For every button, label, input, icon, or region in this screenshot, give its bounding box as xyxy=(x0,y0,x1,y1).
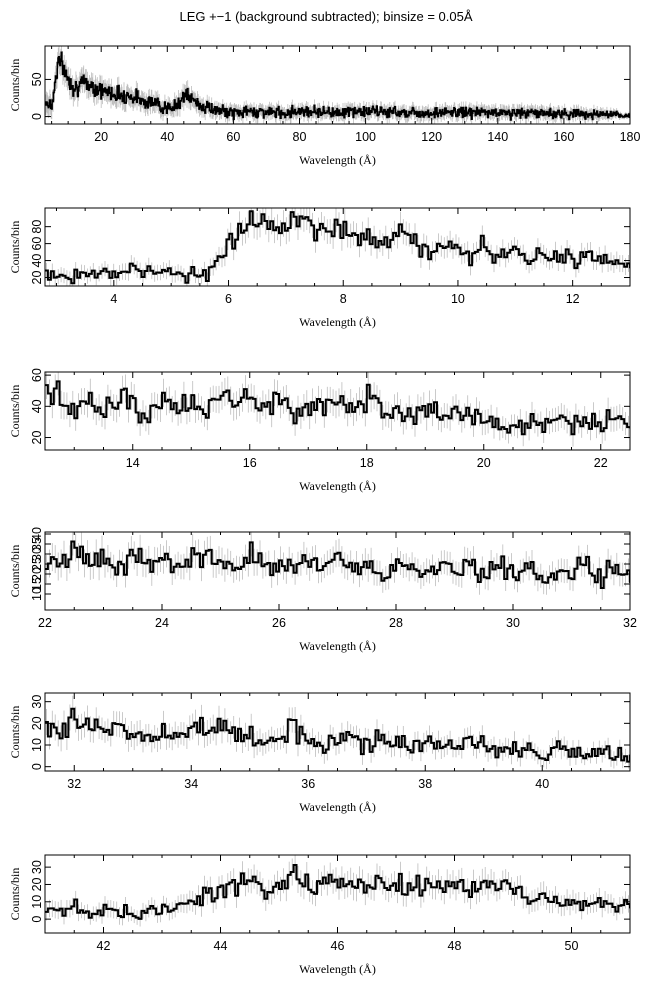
x-tick-label: 10 xyxy=(451,292,465,306)
y-axis-label: Counts/bin xyxy=(8,706,22,759)
x-tick-label: 24 xyxy=(155,616,169,630)
error-bars xyxy=(46,532,629,600)
x-tick-label: 4 xyxy=(110,292,117,306)
x-tick-label: 46 xyxy=(331,939,345,953)
panel-2: 4 6 8 10 12 20 40 60 80 Wavelength (Å) Counts/bin xyxy=(8,207,631,329)
panel-3: 14 16 18 20 22 20 40 60 Wavelength (Å) Counts/bin xyxy=(8,368,631,493)
x-axis-label: Wavelength (Å) xyxy=(299,315,376,329)
y-tick-label: 40 xyxy=(30,527,44,541)
plot-frame xyxy=(44,45,631,125)
x-tick-label: 26 xyxy=(272,616,286,630)
figure-title: LEG +−1 (background subtracted); binsize… xyxy=(179,9,473,24)
y-tick-label: 60 xyxy=(30,237,44,251)
y-axis-label: Counts/bin xyxy=(8,59,22,112)
panel-1: 20 40 60 80 100 120 140 160 180 0 50 Wavelength (Å)… xyxy=(8,45,641,167)
x-tick-label: 18 xyxy=(360,456,374,470)
x-tick-label: 40 xyxy=(535,777,549,791)
y-axis-label: Counts/bin xyxy=(8,868,22,921)
x-axis-label: Wavelength (Å) xyxy=(299,479,376,493)
y-tick-label: 30 xyxy=(30,695,44,709)
plot-frame xyxy=(44,371,631,451)
x-tick-label: 180 xyxy=(620,130,641,144)
x-tick-label: 38 xyxy=(418,777,432,791)
x-tick-label: 28 xyxy=(389,616,403,630)
error-bars xyxy=(46,372,629,447)
y-tick-label: 20 xyxy=(30,431,44,445)
y-tick-label: 0 xyxy=(30,113,44,120)
y-axis-label: Counts/bin xyxy=(8,221,22,274)
x-tick-label: 22 xyxy=(38,616,52,630)
spectrum-step-line xyxy=(45,51,630,121)
x-tick-label: 6 xyxy=(225,292,232,306)
x-tick-label: 14 xyxy=(126,456,140,470)
x-tick-label: 42 xyxy=(97,939,111,953)
x-tick-label: 20 xyxy=(94,130,108,144)
y-tick-label: 0 xyxy=(30,916,44,923)
x-tick-label: 32 xyxy=(67,777,81,791)
x-axis-label: Wavelength (Å) xyxy=(299,153,376,167)
x-tick-label: 16 xyxy=(243,456,257,470)
spectrum-step-line xyxy=(45,540,630,589)
x-tick-label: 20 xyxy=(477,456,491,470)
x-tick-label: 50 xyxy=(565,939,579,953)
y-tick-label: 20 xyxy=(30,567,44,581)
x-tick-label: 8 xyxy=(340,292,347,306)
y-tick-label: 30 xyxy=(30,547,44,561)
x-tick-label: 12 xyxy=(566,292,580,306)
x-tick-label: 80 xyxy=(293,130,307,144)
y-tick-label: 80 xyxy=(30,220,44,234)
y-tick-label: 30 xyxy=(30,860,44,874)
spectrum-step-line xyxy=(45,864,630,920)
y-tick-label: 10 xyxy=(30,895,44,909)
x-tick-label: 30 xyxy=(506,616,520,630)
x-tick-label: 48 xyxy=(448,939,462,953)
y-axis-label: Counts/bin xyxy=(8,385,22,438)
y-tick-label: 10 xyxy=(30,738,44,752)
panel-5: 32 34 36 38 40 0 10 20 30 Wavelength (Å) Counts/bi… xyxy=(8,692,631,814)
x-axis-label: Wavelength (Å) xyxy=(299,962,376,976)
x-axis-label: Wavelength (Å) xyxy=(299,800,376,814)
y-tick-label: 0 xyxy=(30,763,44,770)
x-tick-label: 34 xyxy=(184,777,198,791)
y-tick-label: 25 xyxy=(30,557,44,571)
spectrum-step-line xyxy=(45,210,630,285)
x-tick-label: 40 xyxy=(160,130,174,144)
error-bars xyxy=(46,208,629,286)
y-tick-label: 35 xyxy=(30,537,44,551)
y-tick-label: 20 xyxy=(30,271,44,285)
x-tick-label: 36 xyxy=(301,777,315,791)
x-axis-label: Wavelength (Å) xyxy=(299,639,376,653)
y-tick-label: 40 xyxy=(30,254,44,268)
y-tick-label: 15 xyxy=(30,577,44,591)
y-tick-label: 20 xyxy=(30,877,44,891)
y-tick-label: 60 xyxy=(30,368,44,382)
spectrum-step-line xyxy=(45,707,630,763)
plot-frame xyxy=(44,531,631,611)
y-tick-label: 40 xyxy=(30,399,44,413)
x-tick-label: 160 xyxy=(553,130,574,144)
panel-6: 42 44 46 48 50 0 10 20 30 Wavelength (Å) Counts/bi… xyxy=(8,854,631,976)
y-tick-label: 50 xyxy=(30,72,44,86)
x-tick-label: 60 xyxy=(226,130,240,144)
spectrum-step-line xyxy=(45,380,630,436)
y-tick-label: 10 xyxy=(30,587,44,601)
x-tick-label: 140 xyxy=(487,130,508,144)
y-tick-label: 20 xyxy=(30,716,44,730)
x-tick-label: 120 xyxy=(421,130,442,144)
x-tick-label: 22 xyxy=(594,456,608,470)
plot-frame xyxy=(44,207,631,287)
y-axis-label: Counts/bin xyxy=(8,545,22,598)
x-tick-label: 32 xyxy=(623,616,637,630)
x-tick-label: 100 xyxy=(355,130,376,144)
x-tick-label: 44 xyxy=(214,939,228,953)
